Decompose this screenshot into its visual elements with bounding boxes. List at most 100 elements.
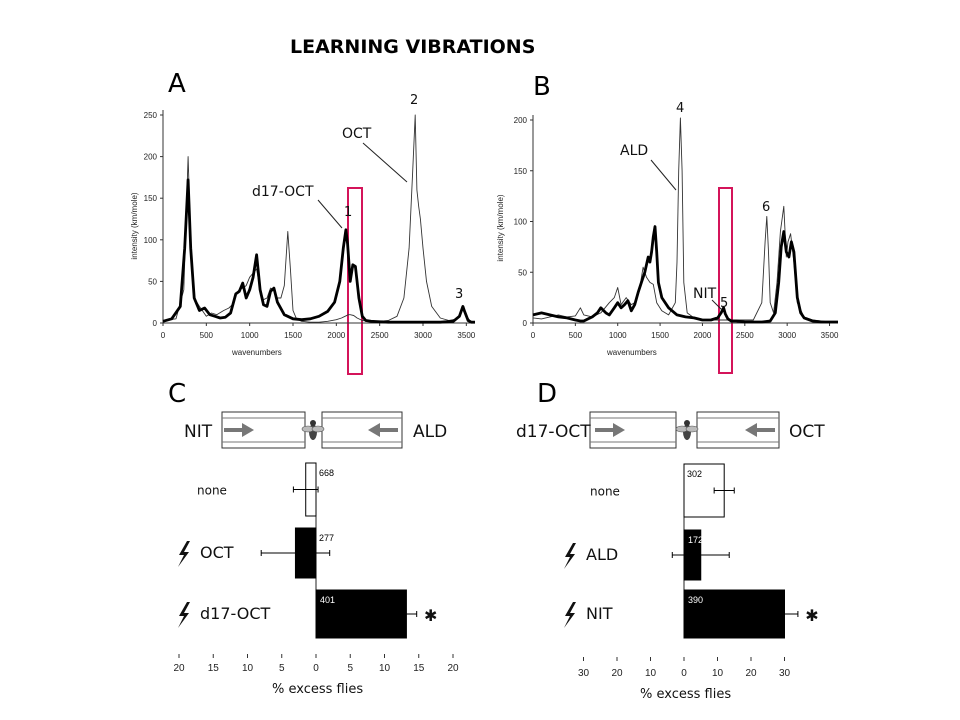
panel-a-ytick-label-3: 150 [144,194,158,203]
panel-b-xtick-label-6: 3000 [778,331,796,340]
panel-d-category-0: none [590,485,620,499]
panel-d-xtick-label-3: 0 [681,668,687,679]
panel-b-xtick-label-7: 3500 [821,331,839,340]
panel-a-peak-2: 2 [410,93,418,108]
panel-b-xtick-label-4: 2000 [694,331,712,340]
figure-title: LEARNING VIBRATIONS [290,36,535,58]
panel-c-t-maze-diagram: NIT ALD [184,411,447,449]
panel-b-peak-6: 6 [762,200,770,215]
panel-a-ytick-label-0: 0 [153,319,158,328]
panel-a-xtick-label-6: 3000 [414,331,432,340]
panel-a-xtick-label-4: 2000 [327,331,345,340]
panel-a-ytick-label-1: 50 [148,277,157,286]
panel-a-series-d17-oct-line [162,178,475,324]
panel-b-ytick-label-1: 50 [518,268,527,277]
panel-a-xtick-label-7: 3500 [457,331,475,340]
panel-b-ytick-label-0: 0 [523,319,528,328]
panel-d-category-2: NIT [586,604,613,623]
panel-d-shock-icon-2 [564,602,576,628]
panel-a-series-oct-line [162,114,476,323]
panel-c-xtick-label-2: 10 [242,663,254,674]
panel-c-left-arrow [224,423,254,437]
panel-d-significance-icon-2: ✱ [805,606,818,625]
panel-d-n-label-0: 302 [687,469,702,479]
panel-c-bars: 668 none 277 OCT 401 d17-OCT ✱ 20 15 10 5 0 5 10 15 20 [173,462,459,674]
panel-d-right-odor: OCT [789,422,825,442]
panel-c-n-label-2: 401 [320,595,335,605]
panel-d-category-1: ALD [586,545,618,564]
panel-c-fly-icon [301,420,325,440]
panel-b-nit-label: NIT [693,286,717,302]
panel-a: A 0 500 1000 1500 2000 2500 3000 3500 0 50 100 150 2… [130,69,476,375]
panel-a-peak-3: 3 [455,287,463,302]
panel-a-d17-label: d17-OCT [252,184,314,200]
panel-c-category-1: OCT [200,543,234,562]
panel-b-ylabel: intensity (km/mole) [496,194,505,261]
panel-c-right-odor: ALD [413,422,447,442]
panel-a-peak-1: 1 [344,205,352,220]
panel-c-significance-icon-2: ✱ [424,606,437,625]
panel-d-letter: D [537,379,557,409]
panel-c-xtick-label-7: 15 [413,663,425,674]
panel-c-left-odor: NIT [184,422,213,442]
panel-d-t-maze-diagram: d17-OCT OCT [516,411,825,449]
panel-a-ytick-label-4: 200 [144,153,158,162]
panel-a-highlight-box [347,187,363,375]
panel-b-xlabel: wavenumbers [606,348,657,357]
panel-d-fly-icon [675,420,699,440]
panel-b-ytick-label-4: 200 [514,116,528,125]
panel-a-xtick-label-5: 2500 [371,331,389,340]
panel-d-xtick-label-5: 20 [745,668,757,679]
panel-c-xtick-label-3: 5 [279,663,285,674]
panel-d-shock-icon-1 [564,543,576,569]
panel-d-xtick-label-2: 10 [645,668,657,679]
panel-b-peak-5: 5 [720,296,728,311]
panel-c-shock-icon-1 [178,541,190,567]
panel-b: B 0 500 1000 1500 2000 2500 3000 3500 0 50 100 150 2… [496,72,839,374]
panel-b-ytick-label-2: 100 [514,218,528,227]
panel-b-nit-leader [711,299,723,311]
panel-b-peak-4: 4 [676,101,684,116]
panel-a-oct-leader [362,142,408,183]
panel-d-xtick-label-1: 20 [611,668,623,679]
panel-c-xtick-label-1: 15 [208,663,220,674]
panel-a-ytick-label-2: 100 [144,236,158,245]
panel-b-xtick-label-0: 0 [531,331,536,340]
panel-a-oct-label: OCT [342,126,372,142]
panel-c-xtick-label-5: 5 [347,663,353,674]
panel-d-xtick-label-4: 10 [712,668,724,679]
panel-a-xtick-label-3: 1500 [284,331,302,340]
panel-a-letter: A [168,69,186,99]
panel-b-highlight-box [718,187,733,374]
panel-a-axes: 0 500 1000 1500 2000 2500 3000 3500 0 50 100 150 200… [144,110,476,340]
panel-c-n-label-1: 277 [319,533,334,543]
panel-c-xtick-label-4: 0 [313,663,319,674]
panel-c-xtick-label-6: 10 [379,663,391,674]
panel-c-xtick-label-8: 20 [447,663,459,674]
panel-a-ytick-label-5: 250 [144,111,158,120]
panel-b-ald-label: ALD [620,143,648,159]
panel-c-xlabel: % excess flies [272,682,363,697]
panel-c-category-0: none [197,484,227,498]
panel-a-xtick-label-1: 500 [200,331,214,340]
panel-d-right-arrow [745,423,775,437]
panel-b-series-ald-line [532,117,838,323]
panel-c-right-arrow [368,423,398,437]
panel-d-left-arrow [595,423,625,437]
panel-d-xtick-label-6: 30 [779,668,791,679]
panel-b-ytick-label-3: 150 [514,167,528,176]
panel-c-shock-icon-2 [178,602,190,628]
panel-d-bar-2 [683,589,785,639]
panel-c-n-label-0: 668 [319,468,334,478]
panel-b-xtick-label-5: 2500 [736,331,754,340]
panel-b-series-nit-line [532,225,838,324]
panel-b-axes: 0 500 1000 1500 2000 2500 3000 3500 0 50 100 150 200 [514,115,839,340]
panel-d-xtick-label-0: 30 [578,668,590,679]
panel-c-xtick-label-0: 20 [173,663,185,674]
panel-b-letter: B [533,72,551,102]
panel-b-xtick-label-2: 1000 [609,331,627,340]
panel-c-letter: C [168,379,186,409]
